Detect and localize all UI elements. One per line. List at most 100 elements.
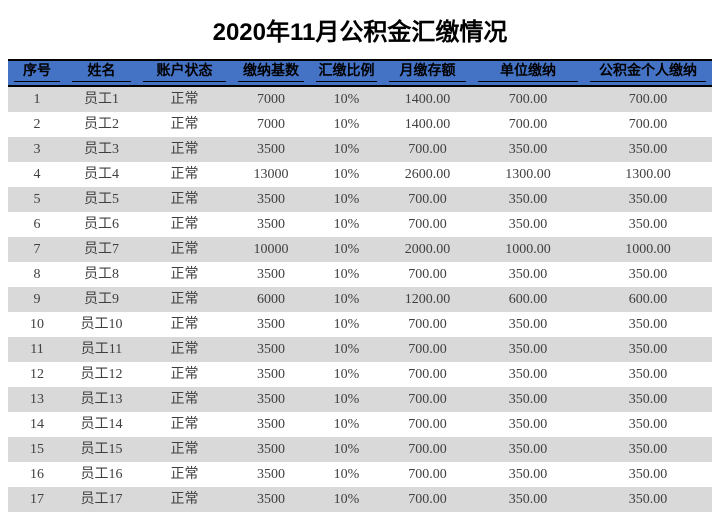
page-title: 2020年11月公积金汇缴情况 — [212, 19, 508, 46]
table-row: 5 员工5 正常 3500 10% 700.00 350.00 350.00 — [8, 187, 712, 212]
column-header-label: 月缴存额 — [389, 64, 466, 82]
table-cell: 350.00 — [584, 337, 712, 362]
table-body: 1 员工1 正常 7000 10% 1400.00 700.00 700.00 2 员工2 正常 70… — [8, 86, 712, 512]
table-row: 17 员工17 正常 3500 10% 700.00 350.00 350.00 — [8, 487, 712, 512]
table-cell: 600.00 — [472, 287, 584, 312]
table-cell: 10% — [310, 237, 383, 262]
table-cell: 正常 — [137, 187, 232, 212]
table-row: 12 员工12 正常 3500 10% 700.00 350.00 350.00 — [8, 362, 712, 387]
table-cell: 员工9 — [66, 287, 137, 312]
table-cell: 7000 — [257, 117, 285, 132]
table-container: 序号 姓名 账户状态 缴纳基数 汇缴比例 月缴存额 单位缴纳 公积金个人缴纳 1 员工1 正常 70… — [8, 59, 712, 512]
table-row: 14 员工14 正常 3500 10% 700.00 350.00 350.00 — [8, 412, 712, 437]
table-row: 10 员工10 正常 3500 10% 700.00 350.00 350.00 — [8, 312, 712, 337]
column-header-label: 缴纳基数 — [238, 64, 304, 82]
table-cell: 700.00 — [383, 487, 472, 512]
table-cell: 正常 — [137, 337, 232, 362]
table-cell: 350.00 — [584, 487, 712, 512]
table-cell: 350.00 — [584, 137, 712, 162]
table-cell: 正常 — [170, 217, 199, 232]
table-cell: 正常 — [137, 86, 232, 112]
table-cell: 6 — [33, 217, 41, 232]
column-header: 汇缴比例 — [310, 59, 383, 87]
table-cell: 7000 — [232, 86, 310, 112]
table-cell: 700.00 — [508, 117, 548, 132]
table-cell: 3500 — [232, 137, 310, 162]
table-row: 7 员工7 正常 10000 10% 2000.00 1000.00 1000.00 — [8, 237, 712, 262]
table-cell: 350.00 — [508, 417, 548, 432]
table-cell: 3500 — [232, 187, 310, 212]
table-cell: 10% — [333, 217, 360, 232]
table-cell: 正常 — [137, 287, 232, 312]
column-header: 月缴存额 — [383, 59, 472, 87]
table-cell: 3500 — [257, 317, 285, 332]
table-cell: 13000 — [253, 167, 289, 182]
table-cell: 350.00 — [472, 187, 584, 212]
table-cell: 350.00 — [508, 317, 548, 332]
table-header: 序号 姓名 账户状态 缴纳基数 汇缴比例 月缴存额 单位缴纳 公积金个人缴纳 — [8, 59, 712, 87]
table-cell: 10% — [333, 117, 360, 132]
table-cell: 员工12 — [80, 367, 123, 382]
table-cell: 700.00 — [383, 437, 472, 462]
column-header: 序号 — [8, 59, 66, 87]
table-row: 6 员工6 正常 3500 10% 700.00 350.00 350.00 — [8, 212, 712, 237]
table-cell: 员工5 — [66, 187, 137, 212]
table-cell: 正常 — [170, 317, 199, 332]
table-cell: 4 — [33, 167, 41, 182]
table-cell: 3500 — [257, 467, 285, 482]
table-cell: 正常 — [137, 137, 232, 162]
table-cell: 700.00 — [408, 417, 447, 432]
table-cell: 员工10 — [80, 317, 123, 332]
table-cell: 700.00 — [408, 467, 447, 482]
table-cell: 1200.00 — [383, 287, 472, 312]
table-cell: 700.00 — [472, 86, 584, 112]
table-cell: 3500 — [232, 387, 310, 412]
table-cell: 3500 — [257, 217, 285, 232]
table-cell: 3500 — [257, 367, 285, 382]
table-cell: 10 — [30, 317, 44, 332]
table-cell: 350.00 — [628, 417, 668, 432]
table-cell: 员工8 — [84, 267, 119, 282]
table-cell: 正常 — [170, 167, 199, 182]
table-cell: 3500 — [232, 437, 310, 462]
column-header-label: 账户状态 — [143, 64, 226, 82]
table-cell: 正常 — [170, 367, 199, 382]
table-cell: 700.00 — [408, 367, 447, 382]
table-cell: 员工6 — [84, 217, 119, 232]
table-cell: 员工11 — [66, 337, 137, 362]
table-cell: 正常 — [170, 117, 199, 132]
table-cell: 员工15 — [66, 437, 137, 462]
table-cell: 350.00 — [508, 217, 548, 232]
table-cell: 员工17 — [66, 487, 137, 512]
table-cell: 700.00 — [383, 387, 472, 412]
column-header-label: 公积金个人缴纳 — [590, 64, 706, 82]
table-row: 8 员工8 正常 3500 10% 700.00 350.00 350.00 — [8, 262, 712, 287]
table-cell: 350.00 — [472, 137, 584, 162]
table-cell: 3500 — [257, 267, 285, 282]
table-row: 16 员工16 正常 3500 10% 700.00 350.00 350.00 — [8, 462, 712, 487]
table-cell: 350.00 — [628, 367, 668, 382]
table-cell: 10% — [333, 417, 360, 432]
table-cell: 14 — [30, 417, 44, 432]
table-cell: 700.00 — [383, 137, 472, 162]
table-cell: 9 — [8, 287, 66, 312]
table-cell: 员工7 — [66, 237, 137, 262]
table-cell: 10% — [333, 267, 360, 282]
table-cell: 700.00 — [408, 317, 447, 332]
table-row: 13 员工13 正常 3500 10% 700.00 350.00 350.00 — [8, 387, 712, 412]
table-cell: 350.00 — [584, 187, 712, 212]
table-cell: 员工16 — [80, 467, 123, 482]
table-cell: 700.00 — [584, 86, 712, 112]
table-cell: 12 — [30, 367, 44, 382]
table-cell: 350.00 — [628, 467, 668, 482]
table-cell: 13 — [8, 387, 66, 412]
table-cell: 1000.00 — [472, 237, 584, 262]
table-cell: 10% — [310, 487, 383, 512]
table-cell: 员工3 — [66, 137, 137, 162]
table-cell: 7 — [8, 237, 66, 262]
table-cell: 正常 — [170, 267, 199, 282]
table-cell: 员工1 — [66, 86, 137, 112]
table-cell: 10% — [333, 167, 360, 182]
table-cell: 350.00 — [508, 367, 548, 382]
table-cell: 1000.00 — [584, 237, 712, 262]
